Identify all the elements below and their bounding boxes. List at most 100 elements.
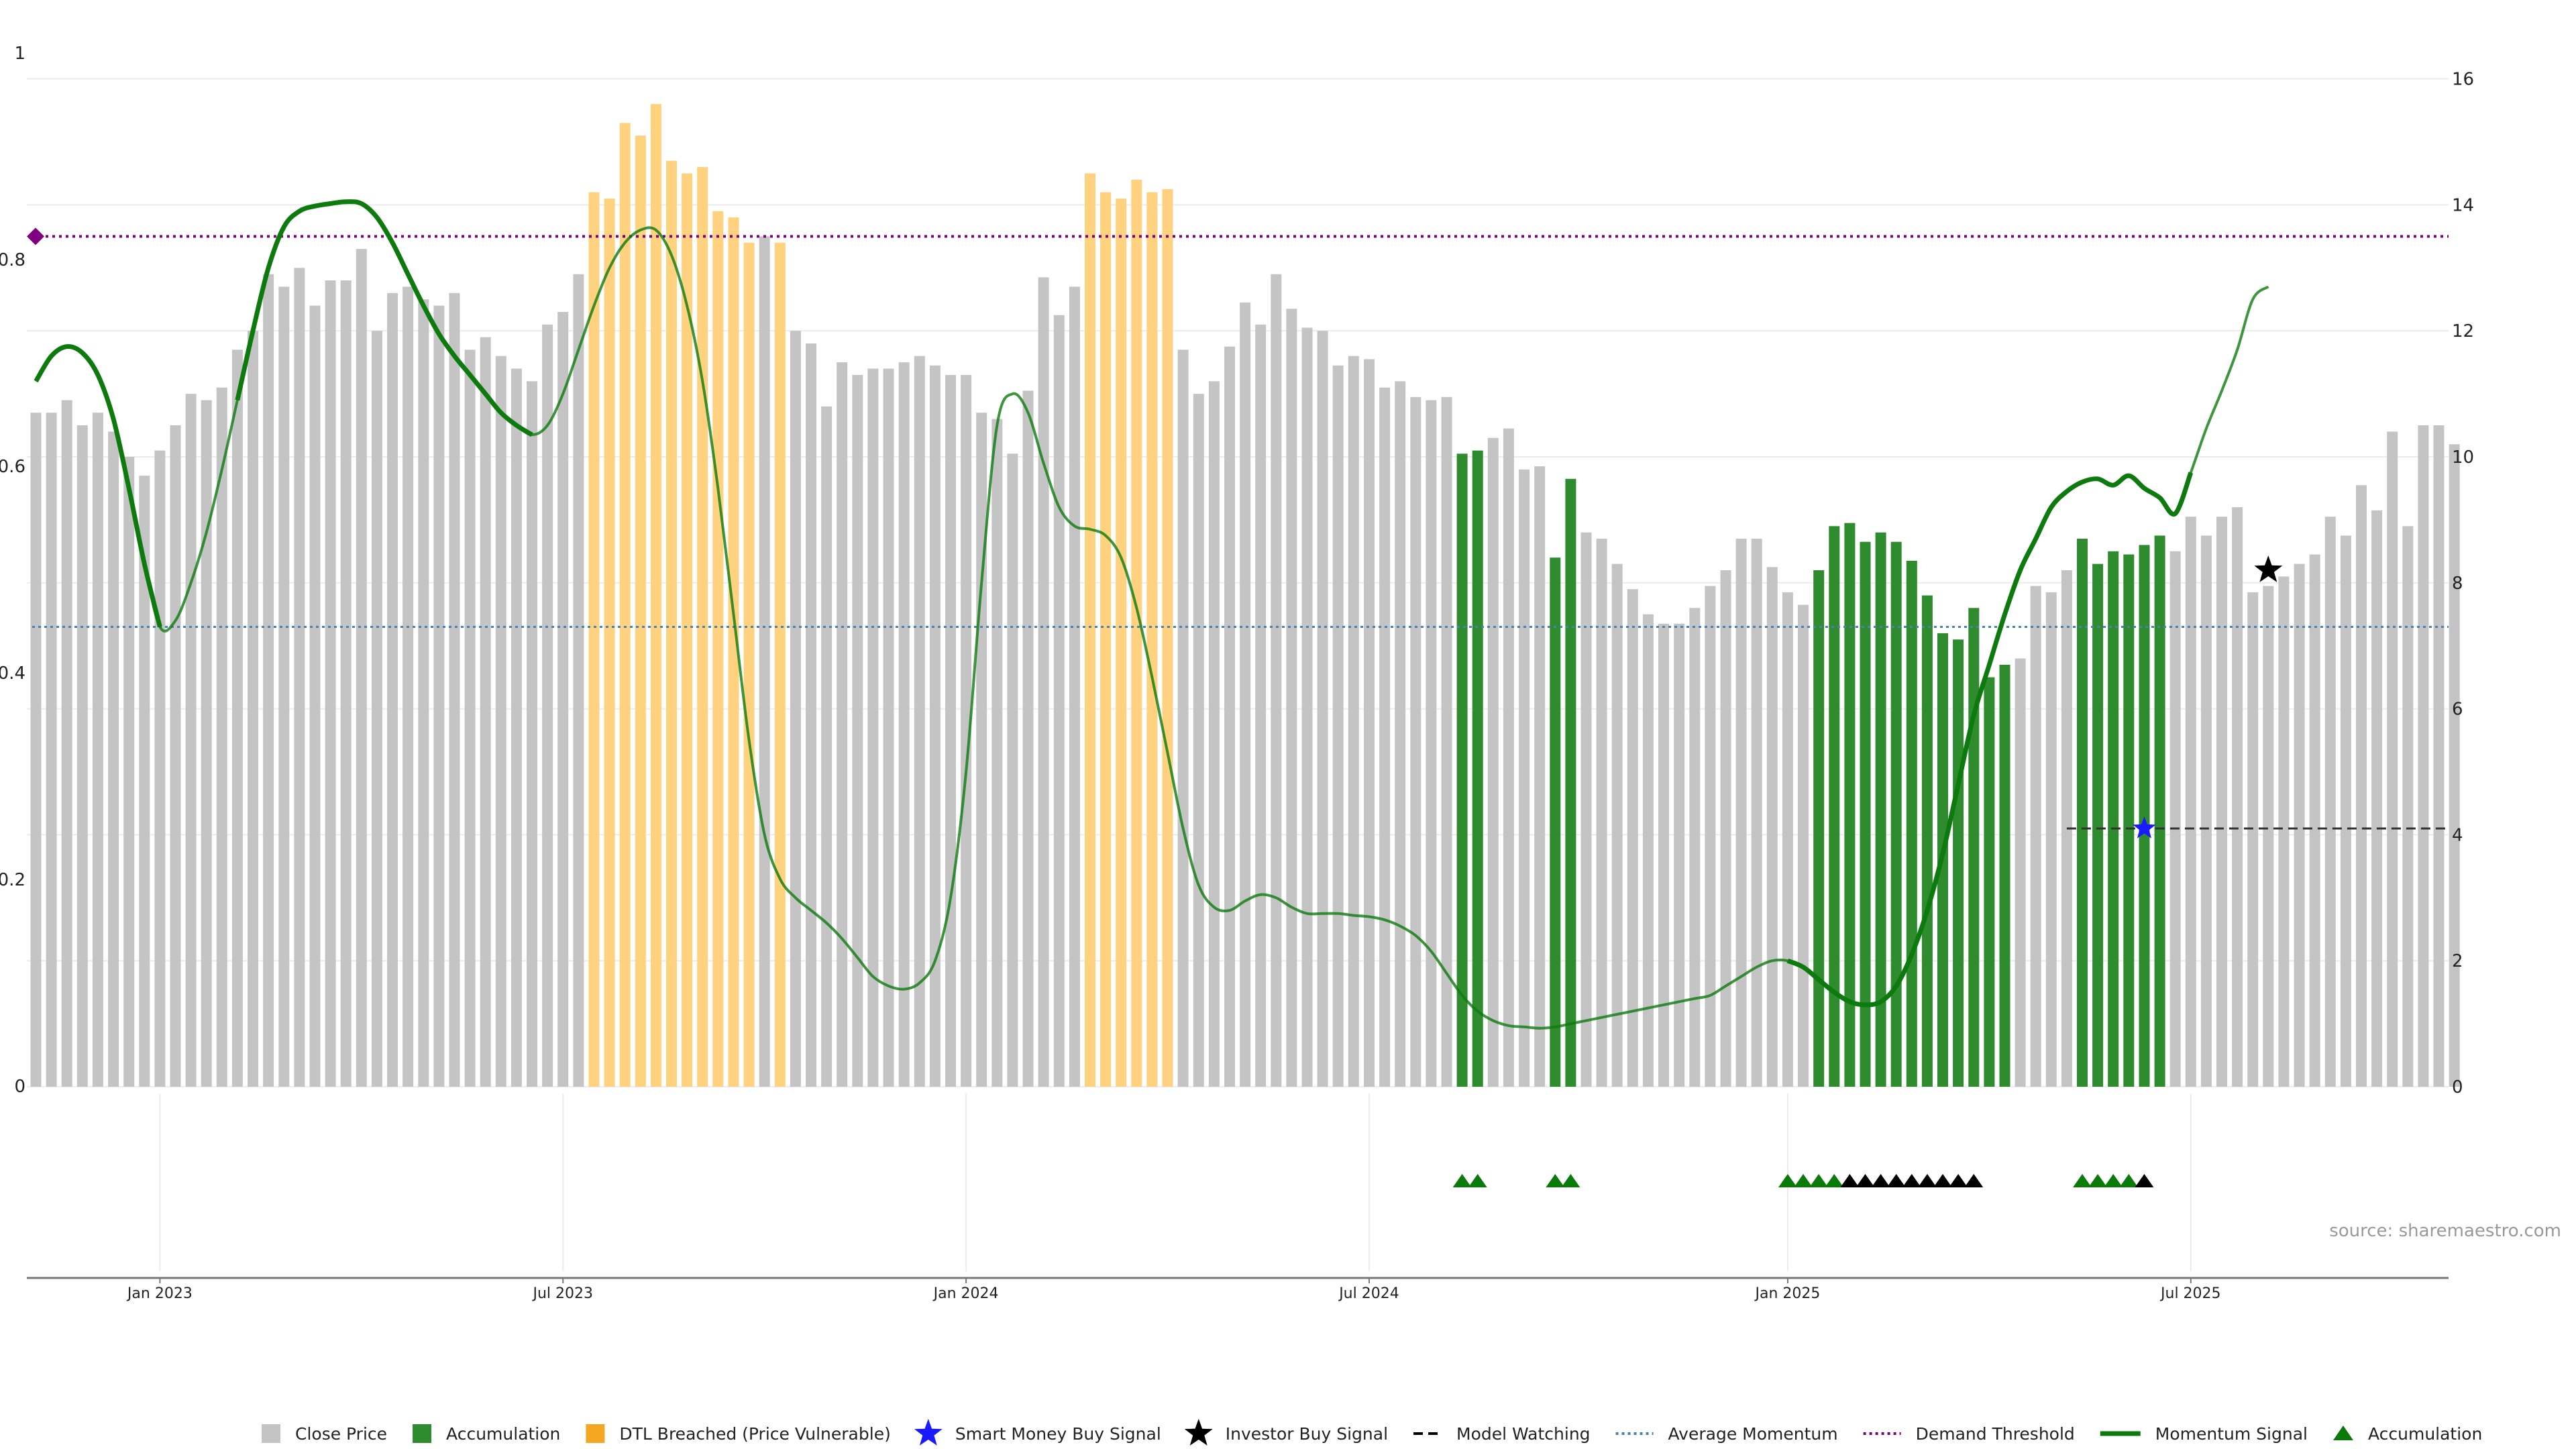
close-price-bar bbox=[759, 236, 770, 1087]
close-price-bar bbox=[961, 374, 972, 1087]
close-price-bar bbox=[108, 431, 119, 1087]
accumulation-marker-triangle bbox=[2073, 1174, 2092, 1187]
legend-swatch bbox=[586, 1424, 605, 1443]
close-price-bar bbox=[883, 368, 894, 1087]
dtl-breached-bar bbox=[604, 199, 615, 1087]
close-price-bar bbox=[480, 337, 491, 1087]
close-price-bar bbox=[2200, 535, 2212, 1087]
close-price-bar bbox=[418, 299, 429, 1087]
close-price-bar bbox=[46, 413, 57, 1087]
close-price-bar bbox=[2061, 570, 2072, 1087]
source-label: source: sharemaestro.com bbox=[2329, 1221, 2561, 1241]
close-price-bar bbox=[1689, 608, 1701, 1087]
legend-triangle-icon bbox=[2332, 1426, 2353, 1440]
accumulation-bar bbox=[2077, 539, 2088, 1087]
legend-item-accumulation_marker: Accumulation bbox=[2332, 1424, 2482, 1444]
close-price-bar bbox=[2045, 592, 2057, 1087]
left-axis-tick-label: 1 bbox=[14, 44, 25, 64]
close-price-bar bbox=[231, 350, 243, 1087]
accumulation-marker-triangle bbox=[1778, 1174, 1797, 1187]
accumulation-marker-triangle bbox=[1964, 1174, 1984, 1187]
close-price-bar bbox=[1503, 428, 1514, 1087]
close-price-bar bbox=[1395, 381, 1406, 1087]
right-axis-tick-label: 2 bbox=[2452, 951, 2463, 971]
close-price-bar bbox=[340, 280, 352, 1087]
close-price-bar bbox=[945, 374, 956, 1087]
close-price-bar bbox=[1642, 614, 1654, 1087]
close-price-bar bbox=[527, 381, 537, 1087]
legend-item-smart_money: Smart Money Buy Signal bbox=[914, 1419, 1161, 1446]
accumulation-markers bbox=[1452, 1174, 2154, 1187]
accumulation-bar bbox=[2154, 535, 2165, 1087]
legend-label: Momentum Signal bbox=[2155, 1424, 2308, 1444]
close-price-bar bbox=[185, 394, 197, 1087]
accumulation-marker-triangle bbox=[1452, 1174, 1472, 1187]
right-axis-tick-label: 0 bbox=[2452, 1077, 2463, 1097]
close-price-bar bbox=[1332, 365, 1344, 1087]
grid-lines bbox=[27, 78, 2449, 1271]
smart-money-buy-signal-star bbox=[2133, 816, 2156, 839]
accumulation-bar bbox=[1984, 677, 1995, 1087]
close-price-bar bbox=[76, 425, 88, 1087]
close-price-bar bbox=[433, 305, 445, 1087]
legend-item-investor: Investor Buy Signal bbox=[1184, 1419, 1388, 1446]
x-axis-tick-label: Jan 2025 bbox=[1754, 1285, 1820, 1302]
dtl-breached-bar bbox=[1100, 192, 1112, 1087]
close-price-bar bbox=[1751, 539, 1762, 1087]
accumulation-marker-triangle bbox=[1933, 1174, 1953, 1187]
close-price-bar bbox=[61, 400, 72, 1087]
close-price-bar bbox=[1240, 302, 1251, 1087]
legend-label: DTL Breached (Price Vulnerable) bbox=[619, 1424, 890, 1444]
close-price-bar bbox=[976, 413, 987, 1087]
close-price-bar bbox=[1580, 532, 1592, 1087]
close-price-bar bbox=[1798, 604, 1809, 1087]
close-price-bar bbox=[1301, 327, 1313, 1087]
accumulation-bar bbox=[1844, 523, 1856, 1087]
accumulation-marker-triangle bbox=[2135, 1174, 2154, 1187]
close-price-bar bbox=[123, 457, 135, 1087]
dtl-breached-bar bbox=[728, 217, 739, 1087]
legend-item-average_momentum: Average Momentum bbox=[1615, 1424, 1838, 1444]
accumulation-bar bbox=[1472, 450, 1483, 1087]
close-price-bar bbox=[2247, 592, 2259, 1087]
right-axis-tick-label: 8 bbox=[2452, 574, 2463, 594]
close-price-bar bbox=[2185, 517, 2196, 1087]
close-price-bar bbox=[1519, 469, 1530, 1087]
dtl-breached-bar bbox=[774, 242, 786, 1087]
accumulation-bar bbox=[1875, 532, 1886, 1087]
close-price-bar bbox=[1627, 589, 1638, 1087]
accumulation-marker-triangle bbox=[1917, 1174, 1937, 1187]
legend-swatch bbox=[262, 1424, 280, 1443]
close-price-bar bbox=[92, 413, 103, 1087]
close-price-bar bbox=[1053, 315, 1065, 1087]
close-price-bar bbox=[1596, 539, 1607, 1087]
accumulation-bar bbox=[1829, 526, 1840, 1087]
close-price-bar bbox=[2015, 658, 2026, 1087]
close-price-bar bbox=[2433, 425, 2445, 1087]
close-price-bar bbox=[790, 331, 801, 1087]
accumulation-marker-triangle bbox=[1886, 1174, 1906, 1187]
legend-swatch bbox=[413, 1424, 432, 1443]
accumulation-bar bbox=[1813, 570, 1825, 1087]
accumulation-marker-triangle bbox=[1871, 1174, 1890, 1187]
dtl-breached-bar bbox=[1085, 173, 1095, 1087]
left-axis-tick-label: 0.6 bbox=[0, 457, 25, 477]
legend-item-demand_threshold: Demand Threshold bbox=[1863, 1424, 2075, 1444]
close-price-bar bbox=[929, 365, 941, 1087]
close-price-bar bbox=[356, 249, 367, 1087]
dtl-breached-bar bbox=[650, 104, 661, 1087]
close-price-bar bbox=[1705, 586, 1716, 1087]
dtl-breached-bar bbox=[619, 123, 631, 1087]
left-axis-tick-label: 0 bbox=[14, 1077, 25, 1097]
close-price-bar bbox=[1534, 466, 1546, 1087]
close-price-bar bbox=[557, 312, 569, 1087]
x-axis-tick-label: Jul 2025 bbox=[2159, 1285, 2221, 1302]
close-price-bar bbox=[1379, 387, 1391, 1087]
close-price-bar bbox=[495, 356, 506, 1087]
close-price-bar bbox=[1022, 390, 1034, 1087]
dtl-breached-bar bbox=[712, 211, 724, 1087]
dtl-breached-bar bbox=[1162, 189, 1173, 1087]
close-price-bar bbox=[387, 292, 398, 1087]
